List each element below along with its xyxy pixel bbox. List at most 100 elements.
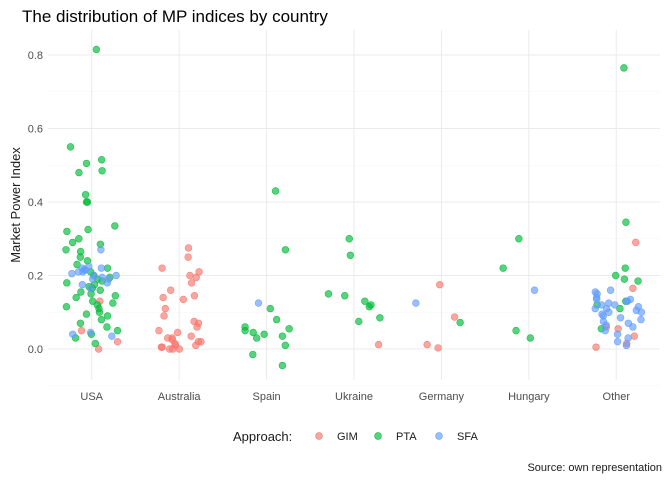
data-point-pta (278, 361, 287, 370)
data-point-gim (450, 313, 459, 321)
data-point-sfa (622, 341, 631, 350)
data-point-sfa (601, 326, 609, 335)
data-point-pta (361, 297, 369, 305)
y-tick-label: 0.8 (28, 50, 43, 62)
data-point-pta (266, 304, 275, 313)
data-point-pta (62, 303, 71, 311)
data-point-gim (158, 264, 166, 272)
y-tick-label: 0.6 (28, 124, 43, 136)
data-point-sfa (97, 246, 105, 254)
data-point-sfa (613, 337, 622, 346)
data-point-gim (167, 286, 175, 294)
data-point-pta (526, 334, 535, 342)
data-point-pta (634, 277, 642, 285)
x-tick-label: Germany (419, 391, 465, 403)
data-point-pta (345, 235, 353, 243)
data-point-pta (98, 167, 106, 175)
data-point-gim (169, 345, 177, 353)
data-point-sfa (78, 280, 87, 289)
data-point-pta (68, 238, 77, 247)
data-point-gim (630, 332, 639, 340)
data-point-pta (278, 332, 287, 340)
data-point-pta (111, 222, 119, 230)
data-point-gim (184, 244, 193, 252)
data-point-gim (629, 284, 637, 293)
data-point-pta (84, 225, 92, 234)
data-point-pta (622, 218, 630, 226)
data-point-sfa (108, 332, 116, 340)
data-point-pta (271, 187, 280, 195)
data-point-pta (249, 350, 257, 359)
data-point-pta (260, 330, 268, 338)
data-point-sfa (103, 279, 112, 287)
data-point-pta (62, 246, 70, 254)
data-point-pta (63, 279, 71, 287)
data-point-sfa (605, 308, 613, 316)
data-point-gim (192, 341, 200, 350)
data-point-sfa (86, 328, 95, 337)
x-tick-label: Australia (158, 391, 202, 403)
data-point-gim (173, 328, 182, 337)
data-point-sfa (79, 268, 87, 276)
legend-label-gim: GIM (337, 431, 358, 443)
data-point-pta (324, 290, 333, 298)
data-point-gim (155, 326, 163, 335)
data-point-pta (512, 326, 520, 335)
data-point-sfa (97, 264, 106, 272)
data-point-pta (346, 251, 355, 259)
data-point-pta (73, 260, 81, 269)
data-point-pta (97, 315, 106, 324)
data-point-pta (113, 326, 122, 335)
data-point-gim (436, 280, 444, 289)
data-point-pta (63, 227, 71, 236)
data-point-pta (83, 198, 92, 206)
data-point-pta (616, 304, 624, 313)
data-point-pta (365, 303, 374, 311)
data-point-sfa (412, 299, 420, 307)
y-axis-ticks: 0.0 0.2 0.4 0.6 0.8 (28, 50, 43, 356)
data-point-pta (620, 275, 629, 283)
y-axis-label: Market Power Index (8, 147, 23, 263)
data-point-gim (113, 337, 122, 346)
data-point-pta (281, 246, 290, 254)
data-point-pta (72, 293, 80, 302)
data-point-sfa (637, 315, 645, 324)
data-point-pta (252, 334, 261, 342)
data-point-pta (103, 312, 112, 320)
legend-label-pta: PTA (396, 431, 417, 443)
data-point-gim (161, 304, 169, 313)
data-point-sfa (254, 299, 263, 307)
data-point-gim (179, 295, 187, 304)
data-point-gim (77, 326, 86, 335)
data-point-gim (192, 273, 200, 282)
x-tick-label: USA (80, 391, 103, 403)
data-point-pta (376, 314, 384, 322)
data-point-sfa (112, 271, 120, 280)
data-point-pta (241, 326, 249, 335)
data-point-sfa (616, 314, 625, 322)
data-point-sfa (606, 286, 615, 294)
data-point-pta (515, 235, 523, 243)
data-point-sfa (597, 301, 606, 309)
data-point-sfa (623, 297, 631, 305)
x-tick-label: Spain (253, 391, 281, 403)
data-point-pta (81, 190, 90, 199)
data-point-sfa (86, 284, 95, 293)
data-point-pta (76, 319, 85, 327)
legend-key-sfa (435, 432, 443, 440)
legend-title: Approach: (233, 429, 292, 444)
y-tick-label: 0.0 (28, 344, 43, 356)
data-point-sfa (611, 301, 619, 309)
data-point-pta (95, 308, 104, 316)
data-point-pta (96, 286, 104, 294)
data-point-pta (66, 143, 75, 151)
data-point-pta (91, 339, 100, 348)
data-point-sfa (88, 275, 97, 283)
data-point-gim (184, 253, 192, 261)
data-point-pta (611, 271, 620, 280)
data-point-pta (97, 156, 106, 164)
data-point-gim (193, 323, 201, 331)
data-point-sfa (593, 295, 601, 304)
data-point-pta (355, 317, 363, 326)
legend-label-sfa: SFA (457, 431, 478, 443)
